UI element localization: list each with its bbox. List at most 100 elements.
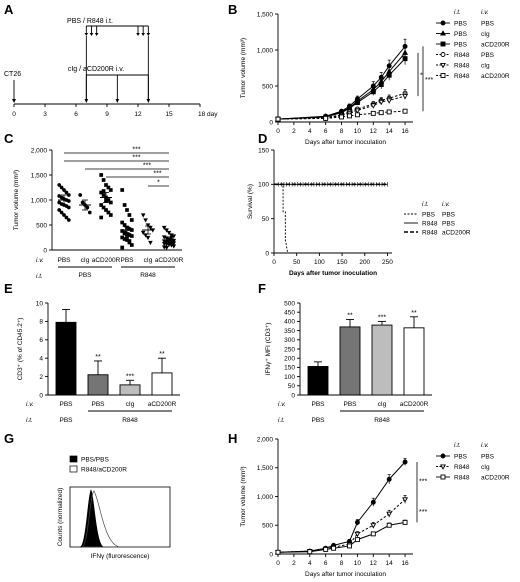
c-data-point (166, 230, 172, 236)
panel-label-b: B (228, 2, 237, 17)
h-data-point (275, 549, 281, 555)
d-x-tick-label: 100 (314, 259, 325, 266)
h-x-tick-label: 10 (354, 560, 362, 567)
e-y-tick-label: 2 (39, 374, 43, 381)
c-data-point (62, 213, 66, 217)
iv-arrow-head (84, 99, 89, 103)
d-legend-iv: aCD200R (442, 229, 471, 236)
d-legend-header-iv: i.v. (442, 201, 450, 208)
h-x-tick-label: 14 (386, 560, 394, 567)
it-arrow-head (94, 33, 99, 36)
b-y-tick-label: 0 (269, 119, 273, 126)
b-x-tick-label: 12 (370, 128, 378, 135)
c-data-point (164, 228, 169, 233)
b-data-point (402, 94, 409, 100)
b-x-tick-label: 4 (308, 128, 312, 135)
b-data-point (378, 82, 384, 88)
f-y-tick-label: 400 (284, 319, 295, 326)
treatment-bottom-label: cIg / aCD200R i.v. (68, 66, 124, 73)
g-legend-label: PBS/PBS (81, 457, 109, 464)
f-significance-label: ** (411, 310, 417, 317)
h-legend-header-iv: i.v. (481, 442, 489, 449)
c-data-point (99, 215, 104, 220)
c-data-point (101, 205, 106, 210)
c-comparison-label: *** (143, 163, 151, 170)
f-y-tick-label: 350 (284, 328, 295, 335)
b-data-point (370, 89, 376, 95)
h-significance-label: *** (419, 509, 427, 516)
h-data-point (402, 459, 408, 465)
e-bar (87, 374, 109, 396)
b-legend-it: PBS (454, 20, 468, 27)
b-legend-it: PBS (454, 41, 468, 48)
c-data-point (122, 203, 127, 207)
b-data-point (339, 114, 344, 120)
c-comparison-label: *** (132, 155, 140, 162)
e-category-label: PBS (59, 401, 73, 408)
h-legend-iv: aCD200R (481, 474, 510, 481)
it-arrow-head (89, 33, 94, 36)
c-iv-label: aCD200R (92, 257, 121, 264)
panel-g-histogram: Counts (normalized) IFNγ (flurorescence) P… (57, 455, 171, 560)
e-bar (151, 372, 173, 396)
c-data-point (87, 210, 92, 215)
c-data-point (99, 203, 104, 207)
c-it-group-label: R848 (140, 272, 156, 279)
b-legend-iv: cIg (481, 31, 490, 38)
timeline-tick-label: 12 (134, 111, 142, 118)
h-data-point (354, 531, 361, 538)
f-bar (403, 327, 425, 396)
h-legend-marker (440, 474, 446, 480)
c-data-point (101, 193, 106, 197)
d-x-tick-label: 50 (293, 259, 301, 266)
d-y-tick-label: 0 (265, 250, 269, 257)
c-data-point (143, 218, 148, 223)
g-y-axis-label: Counts (normalized) (57, 488, 64, 547)
h-data-point (354, 537, 360, 543)
h-data-point (323, 546, 329, 552)
h-data-point (402, 497, 409, 503)
c-data-point (85, 205, 90, 210)
g-legend-swatch (69, 455, 78, 463)
b-legend-header-it: i.t. (454, 9, 461, 16)
g-x-axis-label: IFNγ (flurorescence) (91, 553, 150, 560)
f-significance-label: ** (347, 313, 353, 320)
c-data-point (66, 193, 71, 197)
h-data-point (331, 545, 337, 551)
panel-e-cd3-bar-chart: 0 2 4 6 8 10 CD3⁺ (% of CD45.2⁺) PBS ** PBS *** cIg… (17, 300, 180, 424)
h-x-tick-label: 16 (401, 560, 409, 567)
h-y-axis-label: Tumor volume (mm³) (240, 466, 247, 526)
c-data-point (122, 231, 127, 236)
f-y-tick-label: 200 (284, 356, 295, 363)
b-data-point (370, 103, 377, 109)
c-data-point (101, 178, 106, 182)
e-y-tick-label: 0 (39, 392, 43, 399)
h-data-point (347, 543, 352, 549)
f-bar (307, 366, 329, 396)
f-y-tick-label: 450 (284, 310, 295, 317)
h-x-tick-label: 8 (340, 560, 344, 567)
b-legend-it: PBS (454, 31, 468, 38)
h-data-point (370, 499, 376, 505)
c-data-point (169, 235, 174, 241)
b-legend-it: R848 (454, 73, 470, 80)
panel-label-a: A (4, 2, 14, 17)
h-data-point (354, 519, 360, 525)
c-data-point (129, 218, 134, 222)
c-y-tick-label: 500 (36, 222, 47, 229)
b-legend-iv: aCD200R (481, 41, 510, 48)
panel-a-timeline: 0 3 6 9 12 15 18 day (12, 25, 218, 118)
panel-label-g: G (4, 431, 14, 446)
g-legend-label: R848/aCD200R (81, 467, 127, 474)
c-data-point (129, 234, 134, 238)
it-arrow-head (141, 33, 145, 36)
b-legend-marker (440, 41, 446, 47)
timeline-tick-label: 0 (12, 111, 16, 118)
f-significance-label: *** (378, 314, 386, 321)
c-iv-label: cIg (81, 257, 90, 264)
d-legend-it: R848 (422, 229, 438, 236)
b-legend-iv: aCD200R (481, 73, 510, 80)
c-data-point (57, 183, 62, 187)
b-legend-marker (440, 62, 446, 69)
e-y-tick-label: 10 (36, 300, 44, 307)
